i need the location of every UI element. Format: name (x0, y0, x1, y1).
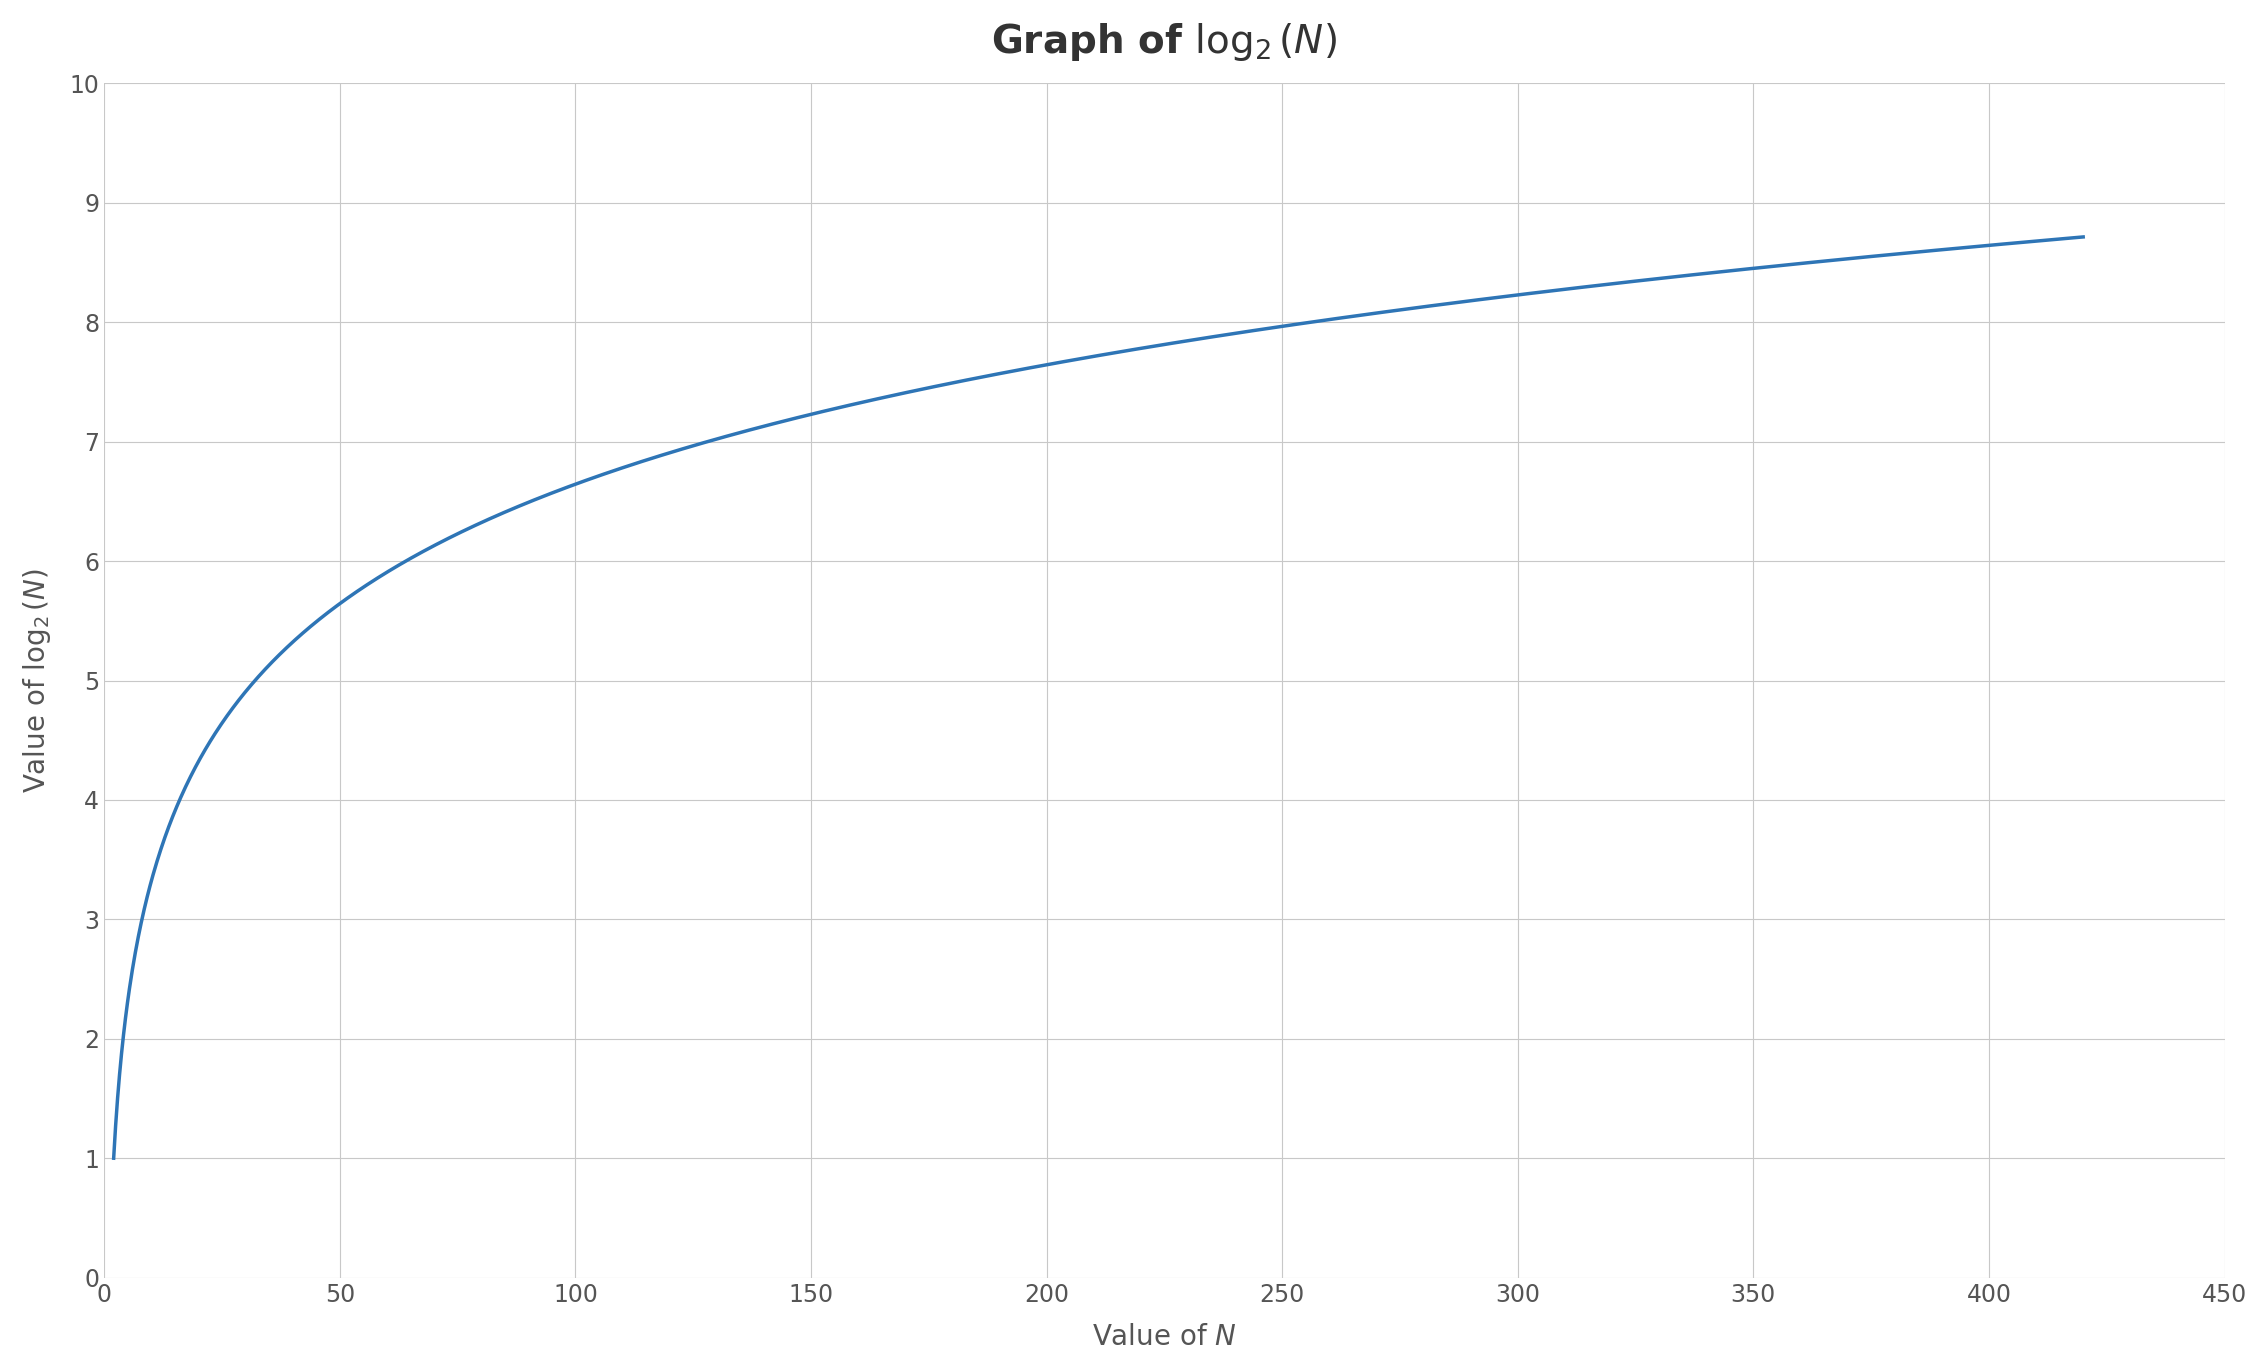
Y-axis label: Value of $\log_2(\mathit{N})$: Value of $\log_2(\mathit{N})$ (20, 568, 52, 793)
Title: Graph of $\log_2(N)$: Graph of $\log_2(N)$ (991, 21, 1338, 63)
X-axis label: Value of $\mathit{N}$: Value of $\mathit{N}$ (1091, 1323, 1236, 1351)
